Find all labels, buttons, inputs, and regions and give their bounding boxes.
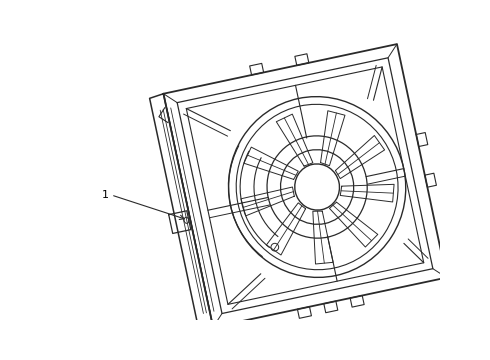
Text: 1: 1 bbox=[102, 190, 109, 200]
